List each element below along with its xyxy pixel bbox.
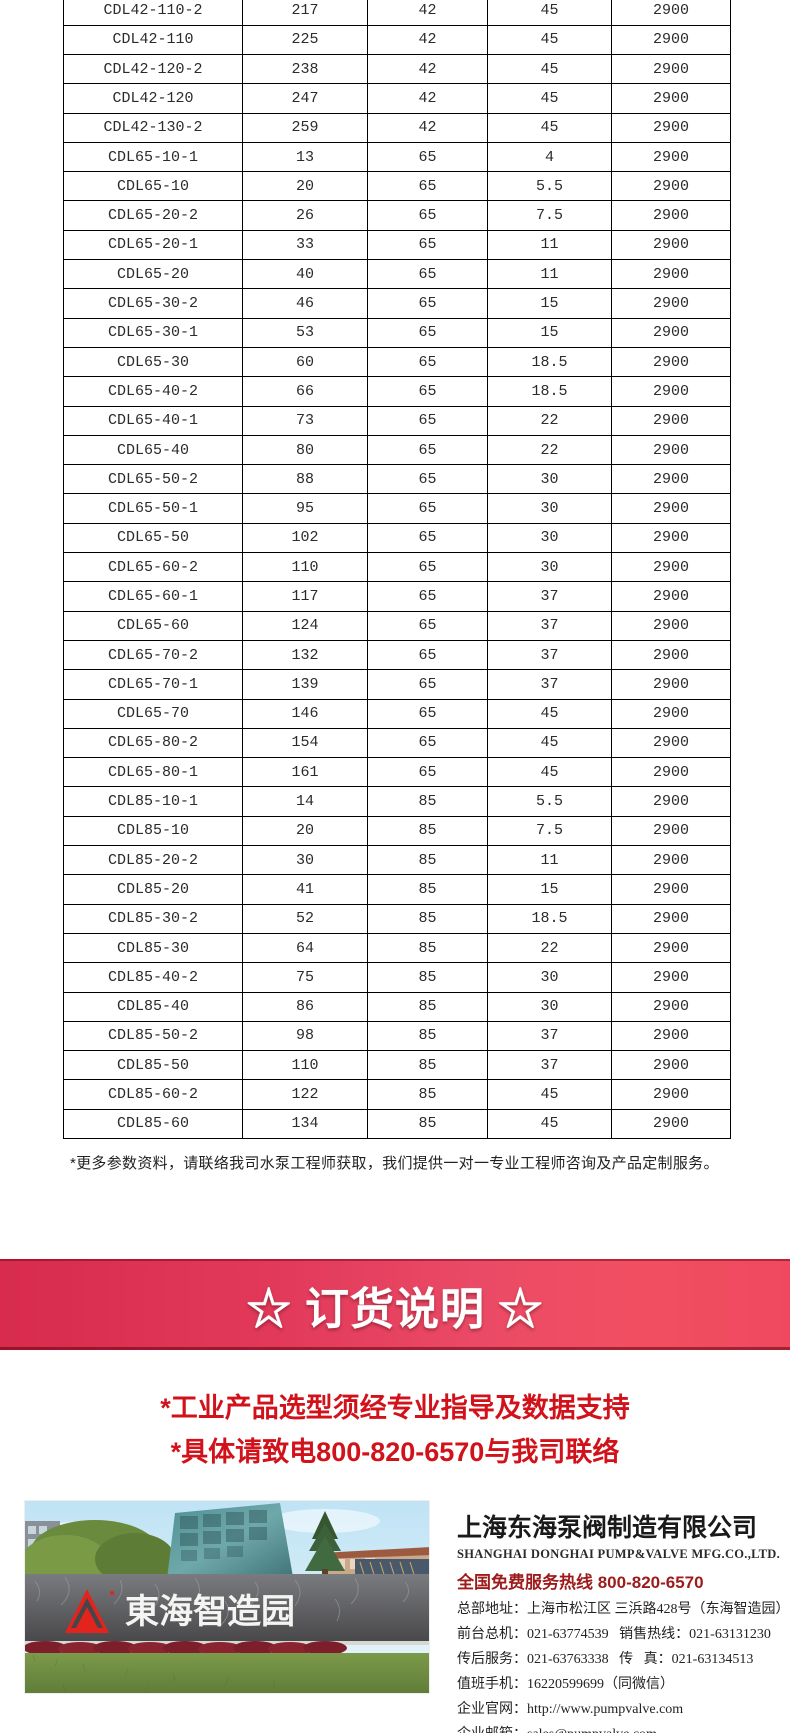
svg-text:東海智造园: 東海智造园	[125, 1593, 295, 1631]
